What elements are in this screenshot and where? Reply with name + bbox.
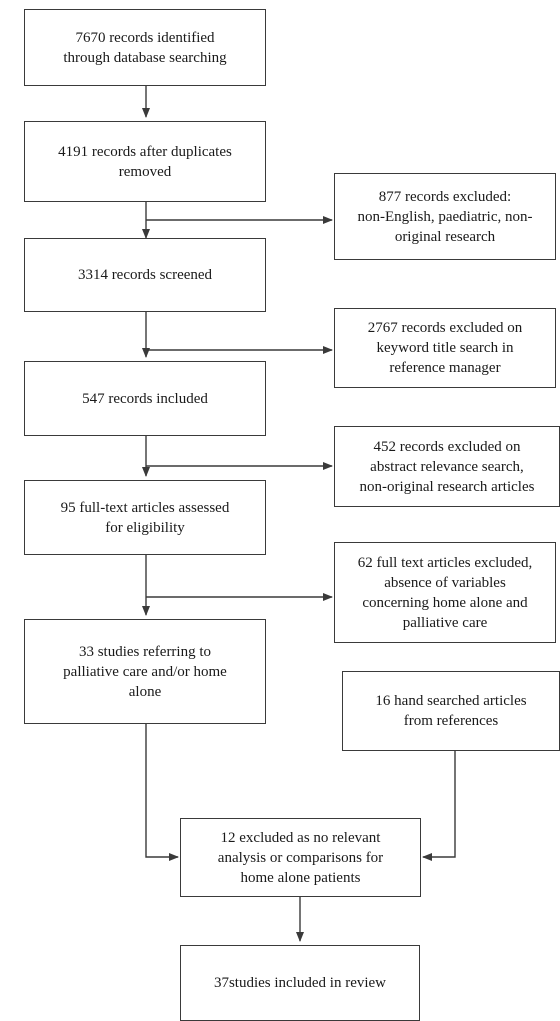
studies-referring-text: 33 studies referring to palliative care …	[63, 643, 227, 700]
studies-included-text: 37studies included in review	[213, 975, 387, 991]
excluded-62-text: 62 full text articles excluded, absence …	[357, 554, 533, 631]
records-after-duplicates-box: 4191 records after duplicates removed	[24, 121, 266, 202]
excluded-877-text: 877 records excluded: non-English, paedi…	[357, 188, 533, 245]
excluded-12-text: 12 excluded as no relevant analysis or c…	[217, 829, 384, 886]
studies-referring-box: 33 studies referring to palliative care …	[24, 619, 266, 724]
excluded-877-box: 877 records excluded: non-English, paedi…	[334, 173, 556, 260]
excluded-2767-box: 2767 records excluded on keyword title s…	[334, 308, 556, 388]
hand-searched-text: 16 hand searched articles from reference…	[375, 693, 527, 729]
studies-included-box: 37studies included in review	[180, 945, 420, 1021]
excluded-2767-text: 2767 records excluded on keyword title s…	[367, 320, 523, 376]
excluded-452-text: 452 records excluded on abstract relevan…	[359, 438, 535, 495]
records-screened-text: 3314 records screened	[77, 267, 213, 283]
excluded-452-box: 452 records excluded on abstract relevan…	[334, 426, 560, 507]
records-screened-box: 3314 records screened	[24, 238, 266, 312]
excluded-12-box: 12 excluded as no relevant analysis or c…	[180, 818, 421, 897]
records-included-box: 547 records included	[24, 361, 266, 436]
records-identified-box: 7670 records identified through database…	[24, 9, 266, 86]
full-text-assessed-text: 95 full-text articles assessed for eligi…	[60, 499, 230, 536]
excluded-62-box: 62 full text articles excluded, absence …	[334, 542, 556, 643]
arrow-studies-to-excluded-12	[145, 724, 179, 861]
records-identified-text: 7670 records identified through database…	[63, 29, 227, 66]
hand-searched-box: 16 hand searched articles from reference…	[342, 671, 560, 751]
records-included-text: 547 records included	[82, 390, 208, 407]
arrow-handsearched-to-excluded-12	[422, 751, 456, 861]
full-text-assessed-box: 95 full-text articles assessed for eligi…	[24, 480, 266, 555]
records-after-duplicates-text: 4191 records after duplicates removed	[58, 143, 232, 180]
